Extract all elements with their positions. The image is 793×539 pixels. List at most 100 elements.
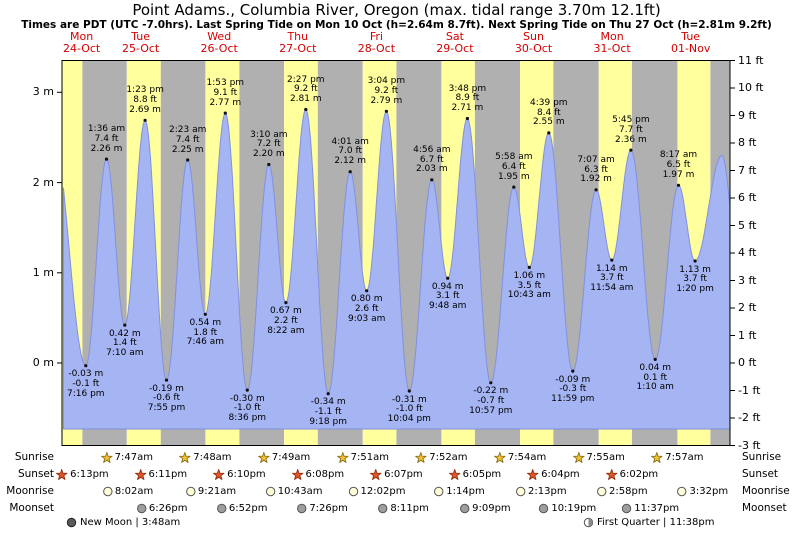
ft-axis-label: -3 ft: [738, 438, 761, 452]
sunset-star-icon: [134, 468, 147, 480]
tide-annotation-low: -0.34 m -1.1 ft 9:18 pm: [309, 397, 347, 427]
sunrise-star-icon: [258, 451, 270, 463]
sunrise-entry: 7:49am: [258, 451, 310, 464]
tide-annotation-low: 0.04 m 0.1 ft 1:10 am: [636, 362, 674, 393]
day-date: 01-Nov: [670, 41, 711, 55]
tide-annotation-low: -0.22 m -0.7 ft 10:57 pm: [469, 386, 513, 416]
first-quarter-icon: [583, 517, 594, 527]
moon-phase-note: New Moon | 3:48am: [66, 516, 180, 528]
moonset-icon: [378, 503, 388, 514]
moonrise-entry: 9:21am: [185, 485, 236, 498]
tide-annotation-high: 3:10 am 7.2 ft 2.20 m: [250, 129, 288, 160]
tide-extreme-dot: [267, 162, 271, 167]
ft-axis-label: 2 ft: [738, 301, 757, 314]
tide-extreme-dot: [571, 369, 575, 373]
moonrise-icon: [434, 486, 444, 497]
sunset-entry: 6:04pm: [527, 468, 580, 481]
day-label: Sun 30-Oct: [515, 31, 552, 54]
tide-extreme-dot: [676, 183, 681, 187]
row-label-sunset-left: Sunset: [17, 468, 54, 480]
moonset-icon: [216, 503, 227, 514]
tide-extreme-dot: [512, 185, 516, 189]
moonrise-icon: [677, 486, 687, 497]
moonset-time: 10:19pm: [551, 503, 597, 514]
sunset-star-icon: [370, 468, 382, 480]
day-of-week: Mon: [600, 30, 624, 43]
row-label-moonrise-right: Moonrise: [742, 485, 790, 497]
row-label-moonrise-left: Moonrise: [6, 485, 54, 497]
m-axis-label: 0 m: [32, 356, 54, 369]
sunset-star-icon: [213, 468, 225, 480]
moon-phase-text: New Moon | 3:48am: [80, 516, 181, 528]
tide-extreme-dot: [304, 107, 308, 112]
tide-extreme-dot: [143, 118, 147, 122]
moon-phase-text: First Quarter | 11:38pm: [597, 516, 715, 528]
tide-extreme-dot: [594, 188, 598, 192]
tide-annotation-low: -0.09 m -0.3 ft 11:59 pm: [551, 374, 595, 405]
day-label: Mon 24-Oct: [63, 31, 100, 54]
moonset-entry: 11:37pm: [621, 502, 679, 515]
m-axis-label: 3 m: [32, 85, 54, 99]
row-label-sunrise-left: Sunrise: [14, 451, 54, 463]
tide-annotation-low: 1.13 m 3.7 ft 1:20 pm: [676, 264, 714, 295]
ft-axis-label: 5 ft: [738, 218, 757, 232]
sunrise-star-icon: [415, 451, 427, 463]
day-label: Tue 25-Oct: [122, 31, 159, 54]
tide-extreme-dot: [123, 323, 127, 327]
tide-extreme-dot: [223, 111, 227, 115]
moonset-entry: 9:09pm: [459, 502, 511, 515]
sunset-star-icon: [527, 468, 539, 480]
sunset-time: 6:10pm: [227, 469, 266, 480]
tide-annotation-low: 0.42 m 1.4 ft 7:10 am: [106, 328, 144, 359]
moonrise-entry: 2:13pm: [515, 485, 567, 498]
tide-extreme-dot: [365, 289, 369, 293]
tide-extreme-dot: [186, 158, 190, 162]
m-axis-label: 1 m: [32, 265, 54, 279]
moonrise-icon: [348, 486, 358, 497]
ft-axis-label: 4 ft: [738, 246, 757, 259]
moonrise-icon: [596, 486, 607, 497]
tide-extreme-dot: [547, 131, 551, 135]
sunrise-time: 7:57am: [665, 452, 704, 463]
tide-extreme-dot: [284, 301, 288, 305]
tide-annotation-high: 1:23 pm 8.8 ft 2.69 m: [126, 85, 164, 115]
moonset-time: 11:37pm: [634, 503, 680, 514]
tide-extreme-dot: [693, 259, 697, 263]
moonrise-entry: 8:02am: [102, 485, 153, 498]
tide-extreme-dot: [610, 258, 614, 262]
day-date: 30-Oct: [514, 41, 553, 55]
tide-annotation-low: 0.67 m 2.2 ft 8:22 am: [267, 306, 305, 336]
sunrise-time: 7:54am: [507, 452, 547, 463]
day-of-week: Tue: [131, 30, 150, 43]
tide-annotation-high: 4:39 pm 8.4 ft 2.55 m: [530, 97, 568, 128]
tide-annotation-high: 2:27 pm 9.2 ft 2.81 m: [287, 74, 325, 105]
day-label: Wed 26-Oct: [201, 31, 238, 54]
sunset-time: 6:02pm: [619, 469, 659, 480]
day-label: Mon 31-Oct: [593, 31, 630, 54]
tide-annotation-low: 0.80 m 2.6 ft 9:03 am: [348, 294, 386, 324]
tide-annotation-high: 7:07 am 6.3 ft 1.92 m: [577, 154, 615, 185]
day-date: 27-Oct: [279, 41, 317, 55]
sunrise-time: 7:47am: [114, 452, 153, 463]
ft-axis-label: 11 ft: [738, 53, 764, 67]
sunrise-star-icon: [494, 451, 506, 463]
tide-annotation-low: 0.54 m 1.8 ft 7:46 am: [186, 317, 224, 348]
moonrise-icon: [265, 486, 275, 497]
moonset-entry: 6:52pm: [216, 502, 267, 515]
tide-extreme-dot: [245, 388, 249, 392]
ft-axis-label: 0 ft: [738, 356, 757, 369]
sunset-time: 6:08pm: [305, 469, 345, 480]
sunset-entry: 6:05pm: [448, 468, 501, 481]
ft-axis-label: -2 ft: [738, 411, 761, 424]
tide-extreme-dot: [446, 276, 450, 280]
moonset-entry: 7:26pm: [296, 502, 348, 515]
moonset-entry: 8:11pm: [377, 502, 429, 515]
tide-annotation-high: 3:04 pm 9.2 ft 2.79 m: [367, 76, 406, 106]
day-date: 26-Oct: [200, 41, 238, 55]
tide-annotation-low: 1.14 m 3.7 ft 11:54 am: [590, 263, 634, 294]
tide-extreme-dot: [203, 312, 207, 316]
moonrise-time: 12:02pm: [360, 486, 406, 497]
sunset-entry: 6:10pm: [213, 468, 266, 481]
